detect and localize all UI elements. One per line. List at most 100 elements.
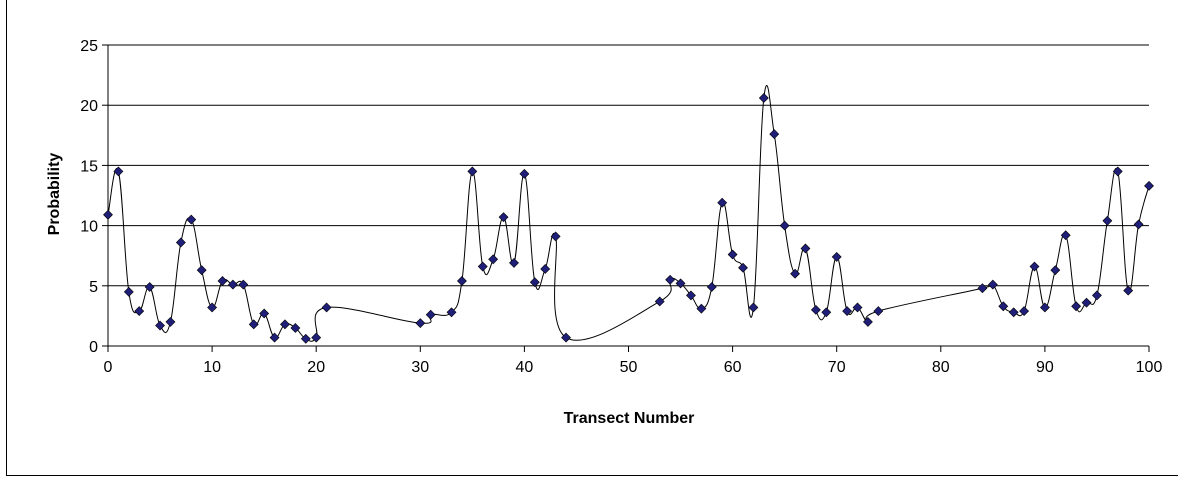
x-tick-label: 40 xyxy=(516,359,534,376)
chart-svg: 0 5 10 15 20 25 0 10 20 30 40 50 60 70 80 90 100 Transec… xyxy=(46,38,1162,427)
data-point xyxy=(1050,265,1061,276)
gridlines xyxy=(108,44,1149,287)
y-tick-label: 10 xyxy=(80,219,98,236)
x-tick-label: 50 xyxy=(620,359,638,376)
x-tick-label: 90 xyxy=(1036,359,1054,376)
data-point xyxy=(227,279,238,290)
data-point xyxy=(207,302,218,313)
data-point xyxy=(873,306,884,317)
data-point xyxy=(1029,261,1040,272)
axes xyxy=(102,44,1150,352)
data-point xyxy=(175,237,186,248)
data-point xyxy=(1133,219,1144,230)
data-point xyxy=(446,307,457,318)
data-point xyxy=(488,254,499,265)
x-tick-label: 70 xyxy=(828,359,846,376)
data-point xyxy=(1039,302,1050,313)
y-tick-label: 20 xyxy=(80,98,98,115)
data-point xyxy=(1123,285,1134,296)
x-tick-label: 0 xyxy=(104,359,113,376)
data-point xyxy=(477,261,488,272)
data-point xyxy=(186,214,197,225)
x-tick-label: 20 xyxy=(307,359,325,376)
data-point xyxy=(738,262,748,273)
data-point xyxy=(831,251,842,262)
data-point xyxy=(540,264,551,274)
data-point xyxy=(561,332,571,343)
data-point xyxy=(509,257,519,268)
data-point xyxy=(529,277,540,288)
data-point xyxy=(321,302,332,313)
data-point xyxy=(248,319,259,330)
data-point xyxy=(113,166,124,177)
data-point xyxy=(300,333,311,344)
data-point xyxy=(686,290,696,301)
data-point xyxy=(1144,180,1154,191)
data-point xyxy=(852,302,863,313)
y-axis-title: Probability xyxy=(46,153,63,236)
data-point xyxy=(259,308,270,319)
data-point xyxy=(550,231,561,242)
data-point xyxy=(1112,166,1123,177)
data-point xyxy=(1060,230,1071,241)
series-markers xyxy=(103,93,1154,344)
data-point xyxy=(779,220,790,231)
data-point xyxy=(103,209,113,220)
data-point xyxy=(238,279,249,290)
data-point xyxy=(519,168,530,179)
x-axis-title: Transect Number xyxy=(564,410,695,427)
data-point xyxy=(290,323,301,333)
x-tick-label: 10 xyxy=(203,359,221,376)
data-point xyxy=(717,197,728,208)
y-tick-label: 25 xyxy=(80,38,98,55)
data-point xyxy=(675,278,686,289)
data-point xyxy=(280,319,290,330)
data-point xyxy=(498,212,509,223)
data-point xyxy=(977,283,988,294)
y-tick-label: 15 xyxy=(80,158,98,175)
x-tick-label: 100 xyxy=(1136,359,1163,376)
series-line xyxy=(107,84,1150,342)
data-point xyxy=(467,166,478,177)
data-point xyxy=(1081,297,1092,308)
tick-labels: 0 5 10 15 20 25 0 10 20 30 40 50 60 70 80 90 100 xyxy=(80,38,1162,376)
x-tick-label: 80 xyxy=(932,359,950,376)
data-point xyxy=(748,302,759,313)
data-point xyxy=(654,296,665,307)
data-point xyxy=(155,320,165,331)
data-point xyxy=(696,303,707,314)
data-point xyxy=(165,316,176,327)
data-point xyxy=(311,332,322,343)
data-point xyxy=(987,279,998,290)
data-point xyxy=(665,274,676,285)
data-point xyxy=(810,304,821,315)
data-point xyxy=(998,301,1009,312)
series-line-path xyxy=(107,84,1150,342)
data-point xyxy=(1008,307,1019,318)
data-point xyxy=(217,276,228,286)
x-tick-label: 60 xyxy=(724,359,742,376)
chart-frame: 0 5 10 15 20 25 0 10 20 30 40 50 60 70 80 90 100 Transec… xyxy=(6,0,1178,476)
data-point xyxy=(821,307,832,318)
data-point xyxy=(758,93,769,103)
data-point xyxy=(769,129,780,140)
y-tick-label: 0 xyxy=(89,339,98,356)
data-point xyxy=(123,286,134,297)
data-point xyxy=(425,309,436,320)
x-tick-label: 30 xyxy=(411,359,429,376)
data-point xyxy=(134,306,145,317)
data-point xyxy=(415,318,426,329)
data-point xyxy=(863,316,873,327)
data-point xyxy=(727,249,738,260)
data-point xyxy=(800,243,811,254)
data-point xyxy=(196,265,207,276)
data-point xyxy=(1102,215,1113,226)
y-tick-label: 5 xyxy=(89,279,98,296)
data-point xyxy=(1071,301,1082,312)
data-point xyxy=(790,268,800,279)
data-point xyxy=(457,276,467,286)
data-point xyxy=(1019,306,1030,317)
data-point xyxy=(269,332,280,343)
data-point xyxy=(842,306,853,317)
data-point xyxy=(1092,290,1102,301)
